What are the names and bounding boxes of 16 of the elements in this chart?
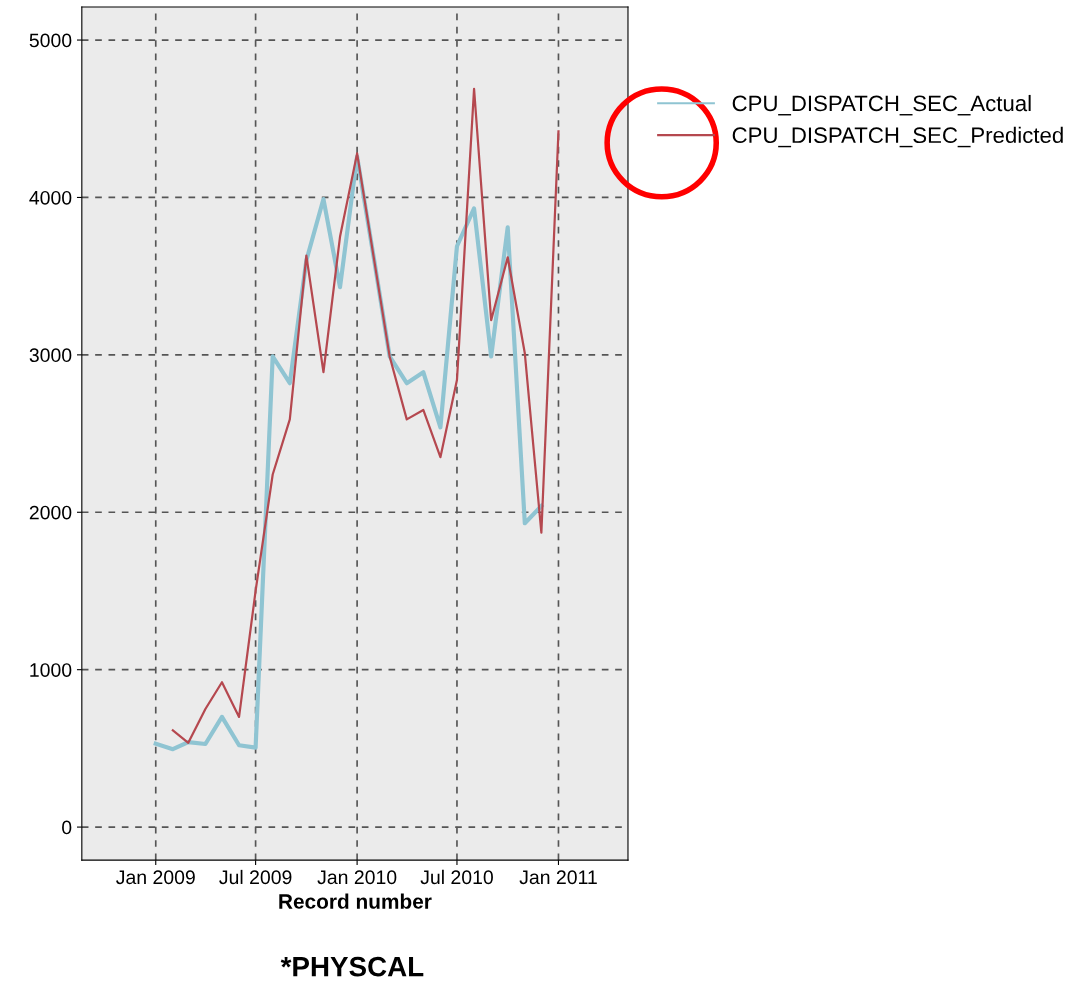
y-tick-label: 0 (62, 820, 72, 835)
x-tick-label: Jan 2010 (317, 870, 397, 885)
y-tick-label: 1000 (30, 663, 72, 677)
x-tick-label: Jan 2011 (519, 870, 597, 885)
legend-label: CPU_DISPATCH_SEC_Actual (732, 94, 1031, 116)
text: *PHYSCAL (280, 956, 424, 977)
x-tick-label: Jul 2009 (219, 869, 292, 885)
x-axis-title: Record number (279, 893, 432, 909)
line-series (171, 87, 560, 744)
y-tick-label: 3000 (29, 348, 72, 363)
y-tick-label: 5000 (29, 33, 72, 48)
legend-label: CPU_DISPATCH_SEC_Predicted (732, 126, 1063, 148)
y-tick-label: 2000 (29, 505, 72, 520)
y-tick-label: 4000 (29, 190, 72, 205)
x-tick-label: Jan 2009 (116, 870, 195, 885)
x-tick-label: Jul 2010 (420, 869, 493, 885)
